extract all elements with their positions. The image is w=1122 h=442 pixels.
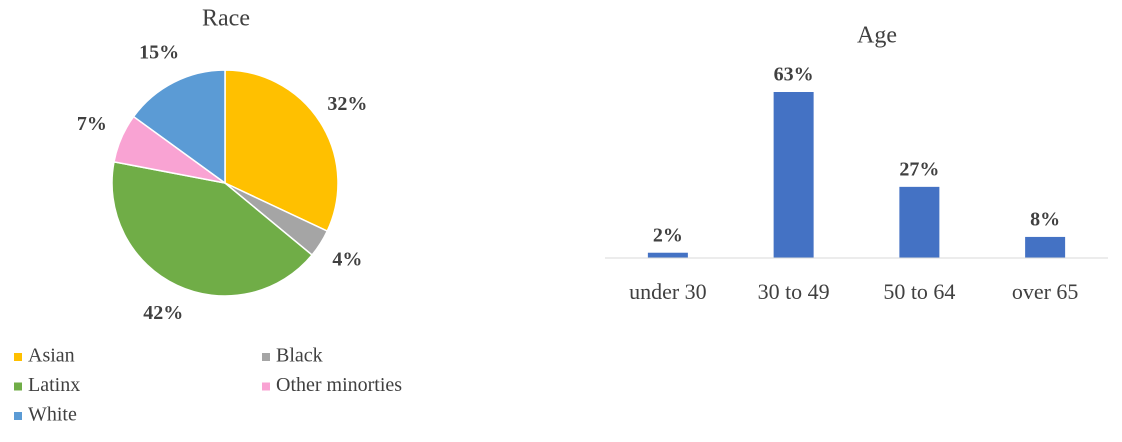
- slice-label: 4%: [332, 248, 362, 270]
- pie-title: Race: [202, 6, 250, 32]
- bar: [899, 186, 940, 258]
- bar: [773, 92, 814, 258]
- bar-label: 63%: [774, 64, 814, 86]
- legend-label: White: [28, 404, 77, 426]
- legend-label: Other minorties: [276, 374, 402, 396]
- legend-swatch: [14, 412, 22, 420]
- legend-swatch: [14, 353, 22, 361]
- slice-label: 32%: [327, 93, 367, 115]
- legend-swatch: [262, 353, 270, 361]
- legend-label: Black: [276, 345, 323, 367]
- bar-title: Age: [857, 23, 897, 49]
- legend-label: Latinx: [28, 374, 80, 396]
- slice-label: 42%: [143, 302, 183, 324]
- bar-label: 2%: [653, 224, 683, 246]
- pie-slice: [111, 160, 314, 297]
- bar-label: 8%: [1030, 209, 1060, 231]
- slice-label: 15%: [139, 41, 179, 63]
- x-tick-label: under 30: [629, 279, 707, 304]
- legend-swatch: [14, 382, 22, 391]
- pie-slice: [224, 69, 339, 233]
- x-tick-label: over 65: [1012, 279, 1079, 304]
- x-tick-label: 50 to 64: [883, 279, 955, 304]
- bar-label: 27%: [899, 158, 939, 180]
- x-tick-label: 30 to 49: [758, 279, 830, 304]
- pie-slice: [132, 69, 226, 185]
- legend-swatch: [262, 382, 270, 391]
- slice-label: 7%: [77, 113, 107, 135]
- legend-label: Asian: [28, 345, 75, 367]
- bar: [1025, 236, 1066, 258]
- bar: [647, 252, 688, 258]
